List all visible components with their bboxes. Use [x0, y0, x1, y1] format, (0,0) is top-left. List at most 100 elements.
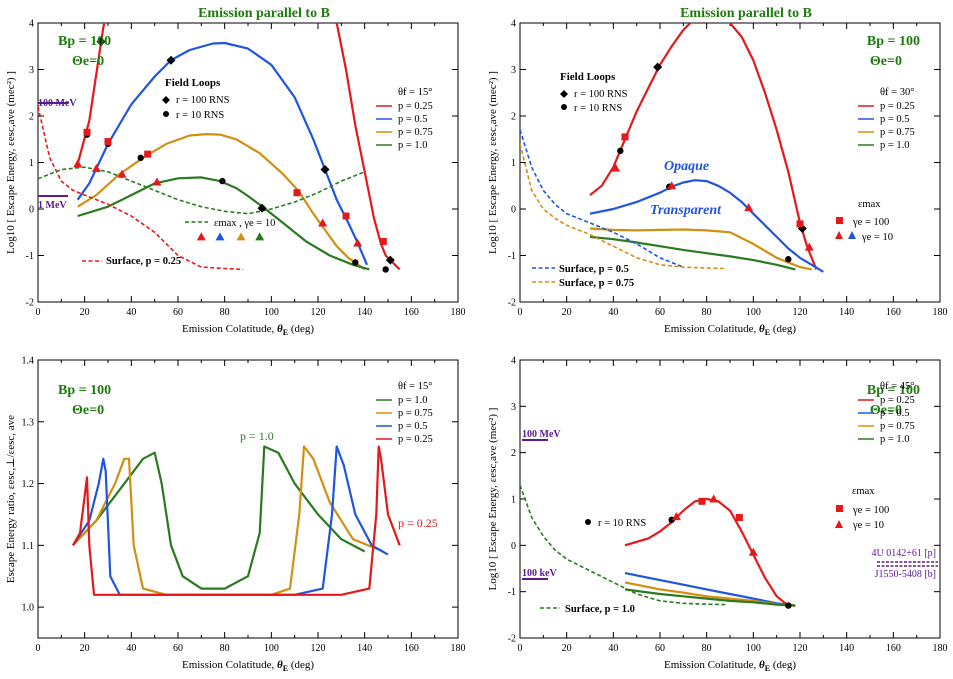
emax-title: εmax	[858, 199, 881, 210]
x-tick-label: 60	[655, 643, 665, 654]
series-line-5	[38, 106, 244, 271]
series-line-1	[624, 572, 796, 607]
x-tick-label: 20	[562, 307, 572, 318]
emax-triangle-marker	[255, 232, 265, 241]
y-tick-label: -1	[26, 251, 34, 262]
y-tick-label: 3	[29, 65, 34, 76]
theta-e-label: Θe=0	[72, 403, 104, 418]
x-tick-label: 40	[126, 307, 136, 318]
square-marker	[293, 189, 301, 197]
field-loop-item: r = 100 RNS	[176, 95, 230, 106]
diamond-marker	[653, 62, 663, 72]
series-line-2	[589, 227, 812, 271]
source-label: J1550-5408 [b]	[875, 569, 936, 580]
emax-triangle-marker	[215, 232, 225, 241]
theta-e-label: Θe=0	[870, 403, 902, 418]
y-tick-label: 4	[511, 356, 516, 367]
y-tick-label: 1.3	[22, 417, 35, 428]
legend-entry: p = 0.5	[880, 114, 910, 125]
triangle-marker	[73, 159, 83, 168]
chart-panel-2: 0 20 40 60 80 100 120 140 160 180 -2 -1 0 1 2 3 4 Emissio…	[487, 6, 948, 337]
triangle-marker	[152, 177, 162, 186]
triangle-marker	[709, 494, 719, 503]
y-tick-label: 0	[511, 541, 516, 552]
p025-curve-label: p = 0.25	[398, 516, 438, 530]
x-tick-label: 180	[933, 643, 948, 654]
legend-entry: p = 0.5	[398, 421, 428, 432]
emax-item: γe = 10	[852, 520, 884, 531]
surface-label: Surface, p = 0.25	[106, 256, 181, 267]
series-line-1	[72, 445, 384, 596]
circle-marker	[785, 256, 792, 263]
x-tick-label: 160	[404, 307, 419, 318]
x-tick-label: 100	[264, 307, 279, 318]
emax-title: εmax	[852, 486, 875, 497]
legend-entry: p = 0.75	[398, 127, 433, 138]
legend-entry: p = 0.25	[398, 101, 433, 112]
energy-label-hi: 100 MeV	[522, 429, 561, 440]
x-tick-label: 140	[357, 643, 372, 654]
legend-entry: p = 0.75	[880, 421, 915, 432]
x-tick-label: 140	[839, 643, 854, 654]
series-group	[520, 484, 796, 607]
x-tick-label: 100	[746, 643, 761, 654]
triangle-marker	[91, 164, 101, 173]
x-tick-label: 160	[404, 643, 419, 654]
triangle-marker	[748, 547, 758, 556]
square-marker	[144, 150, 152, 158]
source-label: 4U 0142+61 [p]	[871, 548, 936, 559]
surface-label: Surface, p = 1.0	[565, 604, 635, 615]
x-tick-label: 0	[36, 307, 41, 318]
y-tick-label: 1.4	[22, 356, 35, 367]
square-marker	[83, 128, 91, 136]
series-line-0	[76, 23, 106, 165]
bp-label: Bp = 100	[58, 383, 111, 398]
y-tick-label: 4	[511, 19, 516, 30]
square-marker	[104, 138, 112, 146]
y-tick-label: -2	[26, 298, 34, 309]
field-loop-item: r = 100 RNS	[574, 89, 628, 100]
y-tick-label: 1	[511, 158, 516, 169]
x-tick-label: 60	[173, 307, 183, 318]
legend-diamond-marker	[162, 96, 170, 104]
diamond-marker	[320, 164, 330, 174]
series-line-4	[77, 176, 370, 271]
series-group	[38, 23, 401, 271]
series-line-3	[77, 133, 366, 271]
circle-marker	[785, 602, 792, 609]
y-tick-label: -1	[508, 251, 516, 262]
emax-triangle-marker	[236, 232, 246, 241]
transparent-label: Transparent	[650, 203, 722, 218]
x-tick-label: 180	[933, 307, 948, 318]
x-tick-label: 120	[311, 307, 326, 318]
x-tick-label: 40	[126, 643, 136, 654]
series-line-3	[589, 235, 796, 271]
y-axis-label: Log10 [ Escape Energy, εesc,ave (mec²) ]	[5, 71, 17, 254]
series-line-3	[72, 445, 401, 596]
square-marker	[342, 212, 350, 220]
circle-marker	[219, 177, 226, 185]
series-group	[72, 445, 401, 596]
legend-entry: p = 1.0	[398, 395, 428, 406]
series-group	[520, 23, 824, 273]
y-tick-label: -2	[508, 634, 516, 645]
legend-entry: p = 0.25	[398, 434, 433, 445]
x-tick-label: 80	[220, 643, 230, 654]
x-tick-label: 60	[655, 307, 665, 318]
series-line-4	[520, 484, 726, 606]
series-line-0	[589, 23, 818, 270]
triangle-marker	[804, 242, 814, 251]
legend-entry: p = 0.75	[398, 408, 433, 419]
field-loops-title: Field Loops	[560, 71, 616, 83]
triangle-marker	[611, 163, 621, 172]
y-tick-label: 2	[511, 448, 516, 459]
triangle-marker	[117, 169, 127, 178]
square-marker	[621, 133, 629, 141]
x-tick-label: 0	[36, 643, 41, 654]
y-axis-label: Escape Energy ratio, εesc,⊥/εesc, ave	[5, 415, 17, 583]
plot-frame	[519, 359, 941, 639]
x-tick-label: 20	[80, 307, 90, 318]
x-tick-label: 40	[608, 307, 618, 318]
field-loops-title: Field Loops	[165, 77, 221, 89]
field-loop-item: r = 10 RNS	[598, 518, 646, 529]
